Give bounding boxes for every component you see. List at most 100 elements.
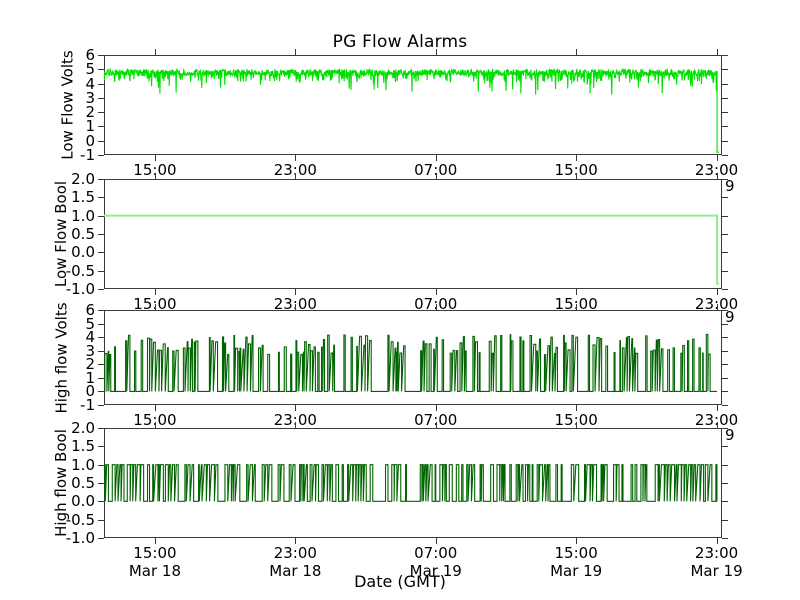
x-tick-mark-top (716, 304, 718, 310)
series-high-flow-volts (104, 310, 722, 405)
y-tick-mark (98, 446, 104, 448)
data-trace (104, 216, 719, 284)
y-tick-label: 3 (85, 88, 95, 107)
y-tick-label: 4 (85, 328, 95, 347)
y-tick-mark (98, 197, 104, 199)
y-tick-mark (98, 155, 104, 156)
y-tick-mark (98, 483, 104, 484)
x-axis-title: Date (GMT) (354, 572, 446, 591)
y-tick-mark-right (722, 140, 728, 142)
y-tick-mark-right (722, 377, 728, 379)
y-tick-mark-right (722, 234, 728, 235)
x-tick-mark-top (576, 422, 578, 428)
y-tick-label: 0.0 (71, 243, 95, 262)
x-tick-mark (716, 405, 718, 411)
panel-frame (104, 310, 722, 405)
y-tick-mark-right (722, 350, 728, 352)
x-tick-mark-top (435, 304, 437, 310)
y-tick-mark-right (722, 179, 728, 180)
y-tick-label: 0 (85, 131, 95, 150)
x-tick-mark-top (295, 173, 297, 179)
x-tick-mark-top (154, 422, 156, 428)
y-tick-mark (98, 350, 104, 352)
y-tick-label: 2 (85, 103, 95, 122)
y-tick-mark-right (722, 97, 728, 99)
panel-low-flow-bool: Low Flow Bool 9 2.0 1.5 1.0 0.5 0.0 -0.5 -1.0 1… (52, 170, 738, 313)
plot-area (104, 179, 722, 289)
x-tick-label: 23:00 (273, 161, 317, 179)
y-tick-mark-right (722, 428, 728, 429)
x-tick-mark (435, 155, 437, 161)
y-tick-mark (98, 289, 104, 290)
x-tick-mark (295, 289, 297, 295)
x-tick-mark-top (716, 49, 718, 55)
x-tick-date: Mar 19 (409, 562, 462, 580)
x-tick-mark-top (576, 304, 578, 310)
y-tick-label: 3 (85, 341, 95, 360)
x-tick-mark (154, 538, 156, 544)
y-tick-label: 5 (85, 60, 95, 79)
y-tick-mark (98, 140, 104, 142)
x-tick-mark (295, 405, 297, 411)
corner-label-3: 9 (725, 426, 735, 444)
x-tick-label: 15:00 (554, 411, 598, 429)
x-tick-mark-top (435, 173, 437, 179)
x-tick-mark-top (154, 49, 156, 55)
y-tick-mark (98, 83, 104, 85)
y-tick-label: 0.5 (71, 225, 95, 243)
x-tick-mark-top (295, 304, 297, 310)
x-tick-mark-top (576, 173, 578, 179)
panel-frame (104, 179, 722, 289)
y-tick-mark (98, 337, 104, 339)
y-tick-label: -0.5 (65, 510, 95, 529)
x-tick-label: 23:00 Mar 18 (269, 544, 322, 580)
y-tick-mark (98, 55, 104, 56)
corner-label-2: 9 (725, 308, 735, 326)
x-tick-label: 07:00 (414, 161, 458, 179)
series-high-flow-bool (104, 428, 722, 538)
y-tick-label: 2.0 (71, 170, 95, 188)
x-tick-mark (435, 405, 437, 411)
y-tick-mark (98, 234, 104, 235)
y-tick-mark-right (722, 69, 728, 71)
y-tick-mark-right (722, 289, 728, 290)
plot-area (104, 428, 722, 538)
y-tick-mark (98, 112, 104, 114)
corner-label-1: 9 (725, 177, 735, 195)
y-tick-mark (98, 252, 104, 254)
y-tick-label: 0 (85, 382, 95, 401)
x-tick-label: 23:00 Mar 19 (690, 544, 743, 580)
y-tick-mark (98, 501, 104, 503)
plot-area (104, 55, 722, 155)
y-tick-mark (98, 519, 104, 521)
y-tick-mark-right (722, 197, 728, 199)
y-tick-mark (98, 464, 104, 466)
x-tick-label: 15:00 Mar 19 (550, 544, 603, 580)
y-tick-mark (98, 310, 104, 311)
x-tick-date: Mar 18 (128, 562, 181, 580)
y-tick-mark (98, 179, 104, 180)
x-tick-date: Mar 19 (690, 562, 743, 580)
x-tick-mark (576, 538, 578, 544)
x-tick-label: 15:00 (133, 161, 177, 179)
y-tick-mark (98, 428, 104, 429)
y-tick-label: 1.5 (71, 188, 95, 207)
x-tick-label: 23:00 (273, 411, 317, 429)
y-tick-label: 6 (85, 46, 95, 64)
x-tick-mark-top (576, 49, 578, 55)
x-tick-mark (435, 289, 437, 295)
y-tick-mark (98, 215, 104, 217)
y-tick-mark (98, 391, 104, 393)
x-tick-label: 15:00 Mar 18 (128, 544, 181, 580)
panel-high-flow-volts: High flow Volts 9 6 5 4 3 2 1 0 -1 15:00 23:00 07:… (52, 301, 738, 429)
y-tick-label: 0.0 (71, 492, 95, 511)
y-tick-label: 2.0 (71, 419, 95, 437)
y-tick-mark-right (722, 215, 728, 217)
y-tick-label: -1 (80, 396, 95, 414)
chart-title: PG Flow Alarms (332, 32, 468, 52)
y-tick-mark-right (722, 446, 728, 448)
x-tick-mark-top (716, 173, 718, 179)
y-tick-mark (98, 538, 104, 539)
y-tick-mark-right (722, 483, 728, 484)
y-tick-mark-right (722, 464, 728, 466)
